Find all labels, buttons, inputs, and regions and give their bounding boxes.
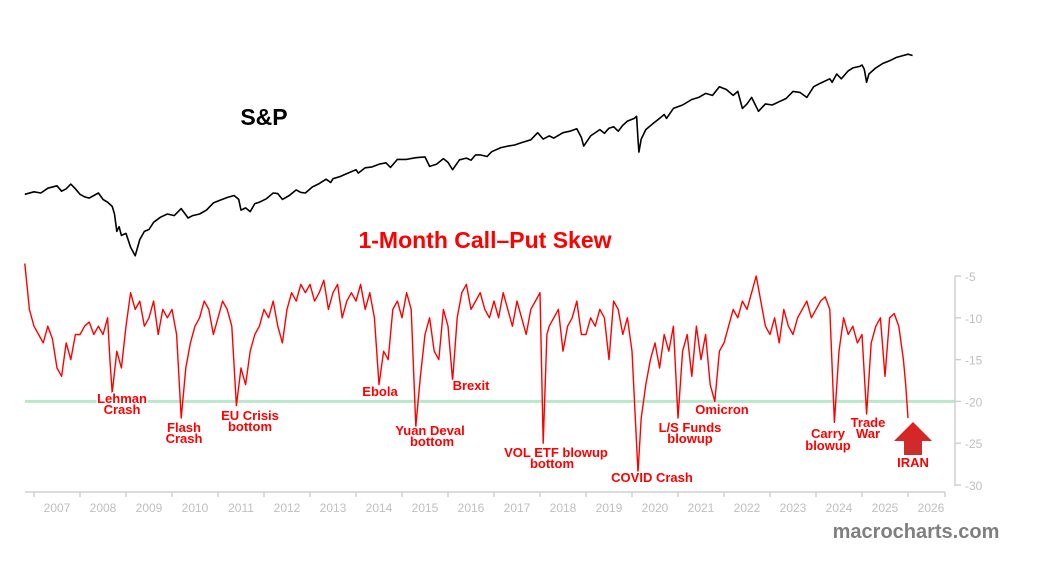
x-tick-label: 2024 [826, 501, 853, 515]
x-tick-label: 2015 [412, 501, 439, 515]
x-tick-label: 2018 [550, 501, 577, 515]
y-tick-label: -5 [965, 270, 976, 284]
annotation-iran: IRAN [897, 455, 929, 470]
annotation-vol-etf: VOL ETF blowup bottom [504, 445, 608, 471]
watermark: macrocharts.com [833, 521, 1000, 543]
annotation-lehman-crash: Lehman Crash [97, 391, 147, 417]
x-tick-label: 2025 [872, 501, 899, 515]
y-tick-label: -10 [965, 312, 983, 326]
y-tick-label: -25 [965, 437, 983, 451]
x-tick-label: 2020 [642, 501, 669, 515]
up-arrow-icon [894, 422, 932, 455]
annotation-flash-crash: Flash Crash [166, 420, 203, 446]
sp-title: S&P [240, 104, 287, 130]
annotation-ebola: Ebola [362, 384, 398, 399]
x-tick-label: 2010 [182, 501, 209, 515]
skew-series-line [24, 263, 909, 474]
x-tick-label: 2016 [458, 501, 485, 515]
x-tick-label: 2013 [320, 501, 347, 515]
sp-series-line [24, 53, 913, 257]
x-axis-ticks: 2007 2008 2009 2010 2011 2012 2013 2014 2015 2016… [33, 492, 946, 515]
annotation-carry-blowup: Carry blowup [805, 426, 851, 453]
y-tick-label: -20 [965, 395, 983, 409]
annotation-trade-war: Trade War [851, 415, 886, 441]
x-tick-label: 2008 [90, 501, 117, 515]
x-tick-label: 2017 [504, 501, 531, 515]
x-tick-label: 2011 [228, 501, 254, 515]
x-tick-label: 2009 [136, 501, 163, 515]
x-tick-label: 2023 [780, 501, 807, 515]
annotation-eu-crisis: EU Crisis bottom [221, 408, 279, 434]
x-tick-label: 2026 [918, 501, 945, 515]
y-tick-label: -15 [965, 354, 983, 368]
annotation-brexit: Brexit [453, 378, 491, 393]
x-tick-label: 2022 [734, 501, 761, 515]
annotation-covid-crash: COVID Crash [611, 470, 693, 485]
y-tick-label: -30 [965, 479, 983, 493]
x-tick-label: 2012 [274, 501, 301, 515]
x-tick-label: 2021 [688, 501, 715, 515]
y-axis-ticks: -5 -10 -15 -20 -25 -30 [955, 270, 983, 493]
annotation-yuan-deval: Yuan Deval bottom [395, 423, 464, 449]
skew-title: 1-Month Call–Put Skew [358, 227, 611, 253]
x-tick-label: 2019 [596, 501, 623, 515]
x-tick-label: 2014 [366, 501, 393, 515]
annotation-ls-funds: L/S Funds blowup [659, 420, 722, 446]
x-tick-label: 2007 [44, 501, 71, 515]
annotation-omicron: Omicron [695, 402, 749, 417]
